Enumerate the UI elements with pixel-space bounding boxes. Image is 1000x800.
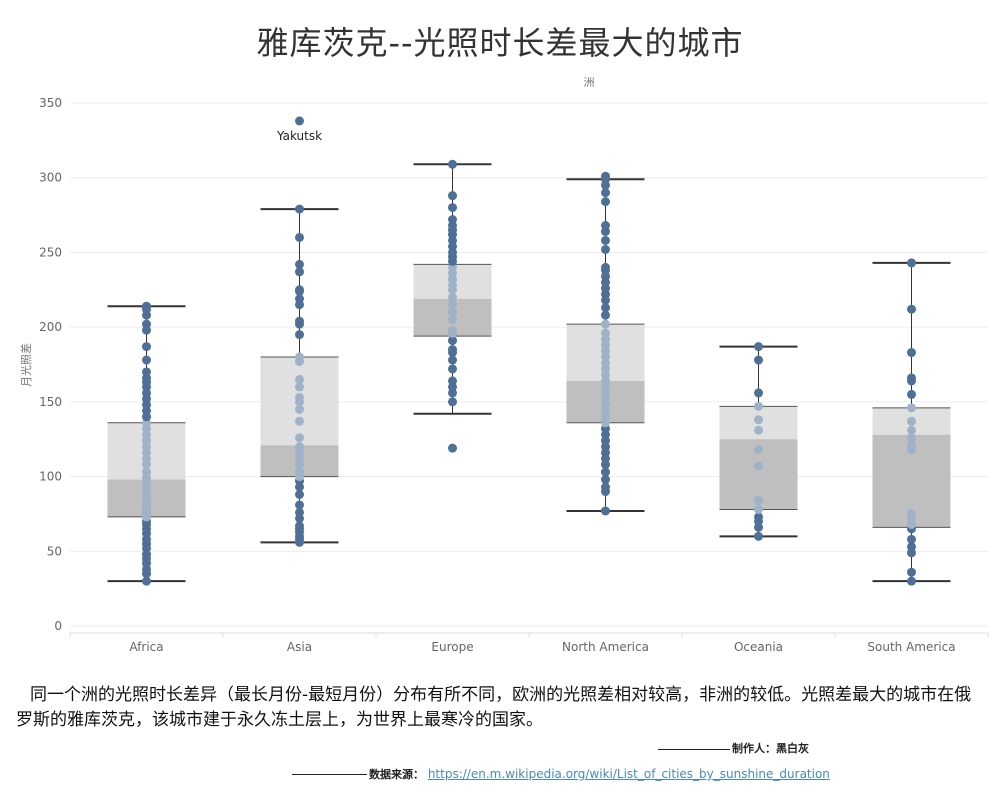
data-point [907, 568, 916, 577]
data-point [295, 205, 304, 214]
data-point [295, 285, 304, 294]
data-point [448, 345, 457, 354]
data-point [295, 233, 304, 242]
data-point [142, 320, 151, 329]
data-point [601, 320, 610, 329]
data-point [601, 221, 610, 230]
data-point [295, 353, 304, 362]
data-point [601, 197, 610, 206]
x-tick-label: Africa [129, 640, 163, 654]
source-link[interactable]: https://en.m.wikipedia.org/wiki/List_of_… [428, 767, 830, 781]
data-point [448, 326, 457, 335]
data-point [907, 305, 916, 314]
data-point [754, 445, 763, 454]
data-point [142, 367, 151, 376]
data-point [601, 263, 610, 272]
data-point [448, 364, 457, 373]
data-point [754, 342, 763, 351]
data-point [907, 577, 916, 586]
y-tick-label: 350 [39, 96, 62, 110]
data-point [448, 444, 457, 453]
data-point [448, 215, 457, 224]
data-point [448, 160, 457, 169]
data-point [754, 462, 763, 471]
x-tick-label: North America [562, 640, 649, 654]
data-point [295, 330, 304, 339]
data-point [142, 342, 151, 351]
data-point [907, 426, 916, 435]
data-point [907, 403, 916, 412]
x-tick-label: Asia [287, 640, 312, 654]
data-point [907, 509, 916, 518]
data-point [907, 535, 916, 544]
data-point [295, 500, 304, 509]
credit-divider [658, 749, 730, 750]
data-point [295, 433, 304, 442]
y-tick-label: 0 [54, 619, 62, 633]
data-point [601, 236, 610, 245]
data-point [601, 329, 610, 338]
x-tick-label: Oceania [734, 640, 783, 654]
y-tick-label: 100 [39, 470, 62, 484]
data-point [907, 417, 916, 426]
data-point [448, 376, 457, 385]
x-tick-label: South America [867, 640, 955, 654]
data-point [754, 532, 763, 541]
data-point [448, 203, 457, 212]
data-point [601, 506, 610, 515]
data-point [295, 260, 304, 269]
annotation-label: Yakutsk [276, 129, 322, 143]
data-point [754, 496, 763, 505]
data-point [754, 356, 763, 365]
data-source: 数据来源： https://en.m.wikipedia.org/wiki/Li… [292, 766, 830, 782]
data-point [601, 172, 610, 181]
data-point [754, 505, 763, 514]
y-tick-label: 150 [39, 395, 62, 409]
author-credit: 制作人：黑白灰 [658, 740, 809, 756]
author-label: 制作人：黑白灰 [732, 742, 809, 755]
y-tick-label: 300 [39, 171, 62, 185]
data-point [754, 402, 763, 411]
data-point [295, 442, 304, 451]
outlier-point [295, 116, 304, 125]
y-tick-label: 200 [39, 320, 62, 334]
data-point [754, 426, 763, 435]
y-tick-label: 250 [39, 245, 62, 259]
data-point [907, 348, 916, 357]
data-point [601, 245, 610, 254]
data-point [754, 388, 763, 397]
data-point [907, 390, 916, 399]
data-point [754, 415, 763, 424]
data-point [448, 397, 457, 406]
data-point [907, 258, 916, 267]
source-divider [292, 774, 367, 775]
data-point [142, 356, 151, 365]
y-axis-title: 月光照差 [19, 343, 33, 387]
data-point [295, 375, 304, 384]
data-point [448, 191, 457, 200]
source-label: 数据来源： [369, 768, 424, 781]
data-point [907, 373, 916, 382]
y-tick-label: 50 [47, 544, 62, 558]
x-tick-label: Europe [431, 640, 473, 654]
x-axis-title: 洲 [584, 76, 595, 89]
description-text: 同一个洲的光照时长差异（最长月份-最短月份）分布有所不同，欧洲的光照差相对较高，… [16, 683, 981, 733]
data-point [295, 317, 304, 326]
data-point [295, 417, 304, 426]
data-point [295, 393, 304, 402]
data-point [142, 302, 151, 311]
